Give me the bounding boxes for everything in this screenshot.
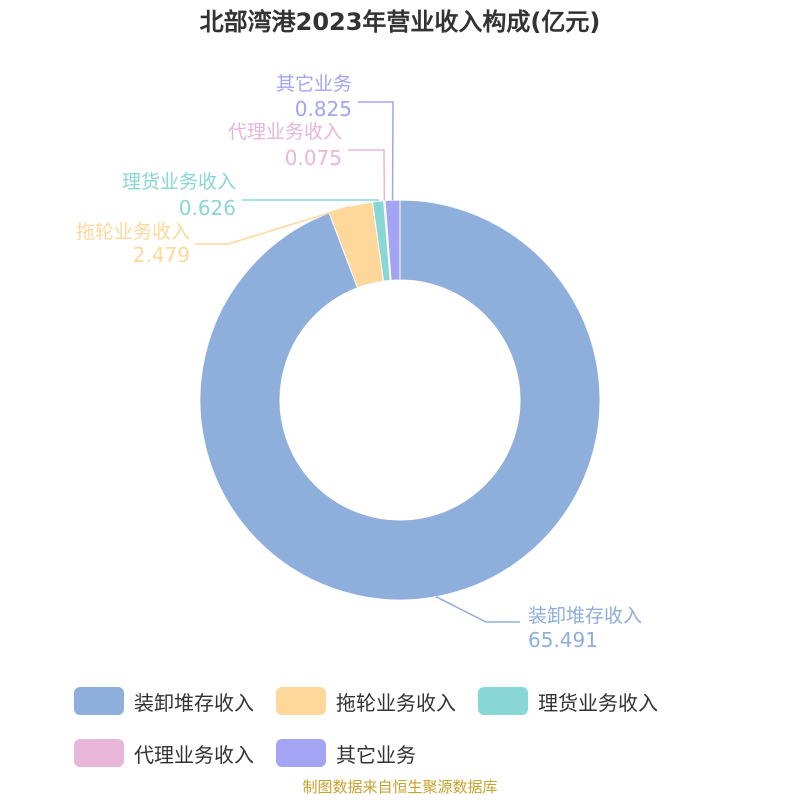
donut-slice[interactable] (384, 199, 401, 281)
legend-swatch (276, 687, 326, 715)
callout-leader-line (358, 101, 394, 201)
legend-item[interactable]: 装卸堆存收入 (74, 686, 254, 716)
callout-leader-line (242, 199, 379, 202)
legend-label: 其它业务 (336, 742, 416, 767)
legend-swatch (74, 739, 124, 767)
callout-label: 其它业务 (276, 73, 352, 95)
legend-item[interactable]: 理货业务收入 (478, 686, 658, 716)
callout-leader-line (435, 596, 520, 623)
callout-leader-line (348, 149, 386, 201)
callout-value: 0.626 (179, 196, 236, 220)
callout-label: 装卸堆存收入 (528, 605, 642, 627)
legend-label: 代理业务收入 (134, 742, 254, 767)
legend-label: 拖轮业务收入 (336, 690, 456, 715)
callout-leader-line (195, 205, 351, 245)
legend-swatch (74, 687, 124, 715)
callout-label: 代理业务收入 (228, 121, 342, 143)
callout-value: 65.491 (528, 628, 598, 652)
legend-item[interactable]: 其它业务 (276, 738, 416, 768)
legend-swatch (276, 739, 326, 767)
callout-value: 2.479 (133, 243, 190, 267)
legend: 装卸堆存收入 拖轮业务收入 理货业务收入 代理业务收入 其它业务 (74, 686, 754, 790)
legend-item[interactable]: 拖轮业务收入 (276, 686, 456, 716)
legend-item[interactable]: 代理业务收入 (74, 738, 254, 768)
donut-slice[interactable] (199, 199, 601, 601)
callout-label: 拖轮业务收入 (76, 221, 190, 243)
chart-title: 北部湾港2023年营业收入构成(亿元) (199, 8, 601, 36)
callout-label: 理货业务收入 (122, 171, 236, 193)
source-note: 制图数据来自恒生聚源数据库 (302, 778, 498, 796)
legend-swatch (478, 687, 528, 715)
legend-label: 装卸堆存收入 (134, 690, 254, 715)
callout-value: 0.075 (285, 146, 342, 170)
callout-value: 0.825 (295, 97, 352, 121)
legend-label: 理货业务收入 (538, 690, 658, 715)
